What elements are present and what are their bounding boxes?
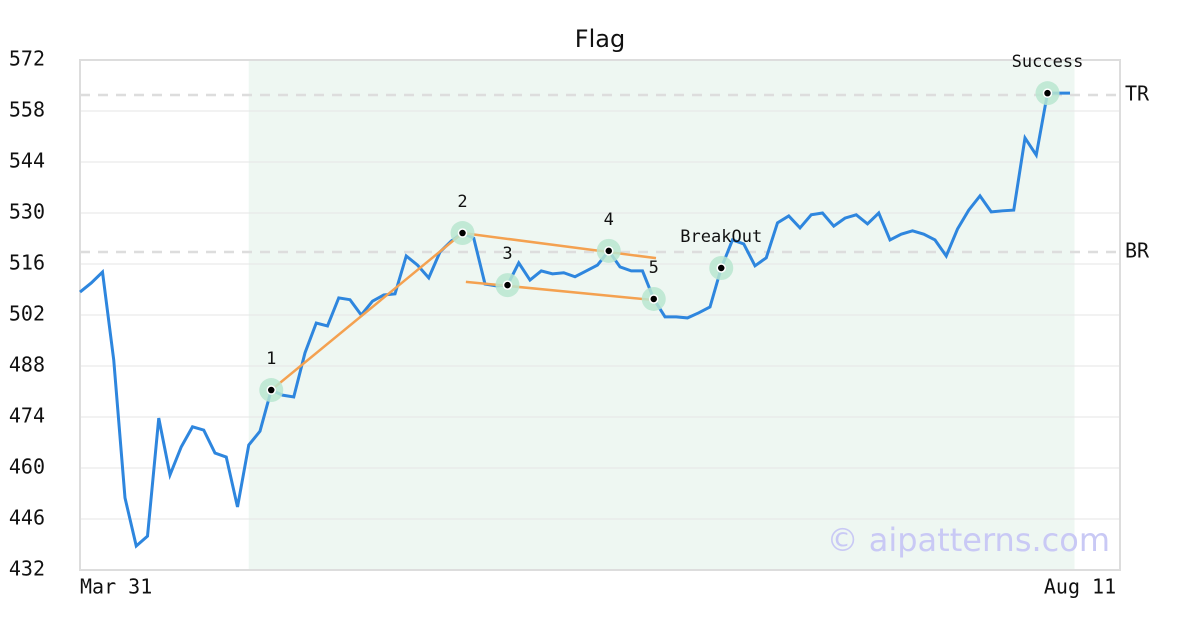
point-label: 1 — [266, 349, 276, 369]
point-label: 5 — [649, 258, 659, 278]
watermark: © aipatterns.com — [827, 521, 1110, 559]
y-tick-label: 530 — [9, 200, 45, 224]
y-tick-label: 460 — [9, 455, 45, 479]
point-dot — [457, 228, 468, 238]
trendline — [270, 232, 464, 392]
level-label: TR — [1125, 81, 1150, 105]
y-tick-label: 502 — [9, 302, 45, 326]
y-tick-label: 572 — [9, 47, 45, 71]
point-dot — [1042, 88, 1053, 98]
y-tick-label: 544 — [9, 149, 45, 173]
point-label: Success — [1012, 52, 1084, 72]
point-dot — [604, 246, 614, 256]
y-tick-label: 558 — [9, 98, 45, 122]
level-label: BR — [1125, 238, 1150, 262]
point-label: 3 — [502, 244, 512, 264]
point-dot — [649, 294, 659, 304]
price-line — [79, 91, 1070, 549]
point-label: BreakOut — [680, 227, 762, 247]
point-dot — [502, 280, 513, 290]
y-tick-label: 488 — [9, 353, 45, 377]
point-dot — [266, 385, 276, 395]
x-tick-label: Aug 11 — [1044, 575, 1116, 599]
chart-title: Flag — [575, 25, 625, 53]
y-tick-label: 432 — [9, 557, 45, 581]
x-tick-label: Mar 31 — [80, 575, 152, 599]
point-dot — [716, 263, 726, 273]
y-tick-label: 516 — [9, 251, 45, 275]
trendline — [462, 231, 657, 260]
point-label: 2 — [457, 192, 467, 212]
y-tick-label: 446 — [9, 506, 45, 530]
plot-border — [79, 59, 1121, 571]
point-label: 4 — [604, 210, 614, 230]
y-tick-label: 474 — [9, 404, 45, 428]
